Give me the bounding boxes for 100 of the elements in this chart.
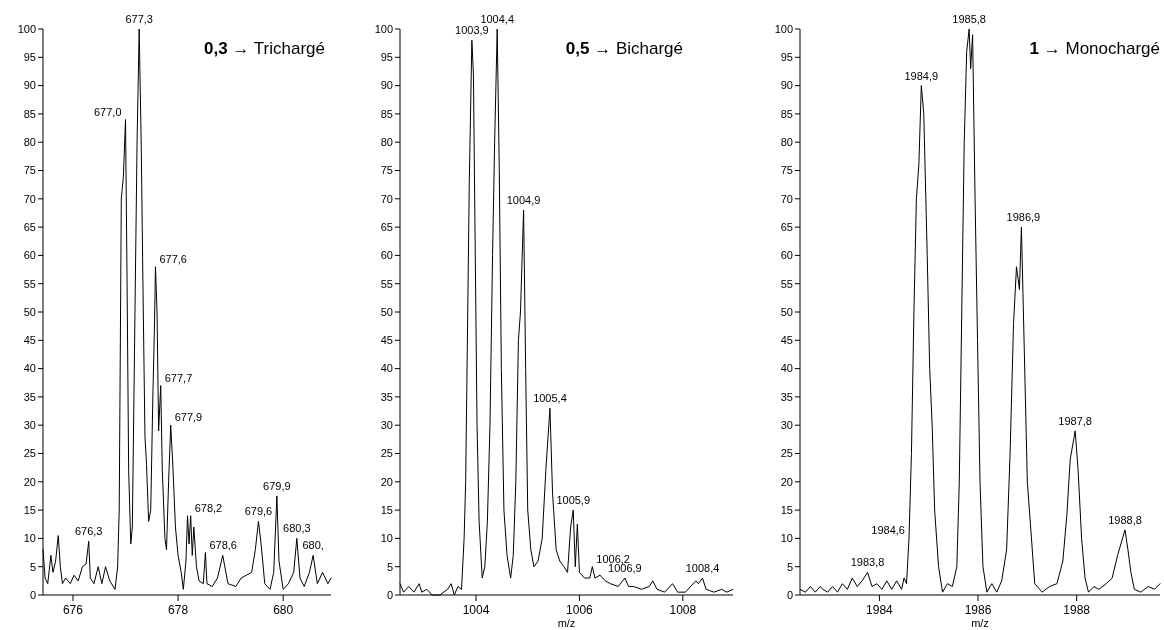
y-tick-label: 80 [23,136,36,149]
y-tick-label: 20 [780,475,793,488]
annotation: 1004,9 [506,194,541,207]
y-tick-label: 100 [374,22,393,35]
annotation: 1984,6 [871,524,905,537]
x-tick-label: 1986 [964,603,992,617]
annotation: 677,6 [159,252,187,265]
y-tick-label: 40 [380,362,393,375]
annotation: 1006,2 [596,552,631,565]
y-tick-label: 5 [29,560,36,573]
y-tick-label: 0 [386,588,393,601]
y-tick-label: 90 [380,79,393,92]
y-tick-label: 80 [380,136,393,149]
y-tick-label: 100 [17,22,36,35]
annotation: 1988,8 [1108,513,1142,526]
x-tick-label: 680 [273,603,294,617]
y-tick-label: 60 [23,249,36,262]
y-tick-label: 60 [380,249,393,262]
annotation: 677,0 [93,105,122,118]
x-axis-title: m/z [971,617,989,629]
y-tick-label: 55 [23,277,36,290]
y-tick-label: 65 [23,220,36,233]
y-tick-label: 20 [380,475,393,488]
annotation: 1005,9 [556,494,591,507]
y-tick-label: 25 [380,447,393,460]
annotation: 1984,9 [904,69,939,82]
y-tick-label: 90 [23,79,36,92]
y-tick-label: 10 [23,532,36,545]
x-tick-label: 1004 [462,603,490,617]
x-tick-label: 1006 [566,603,594,617]
annotation: 678,6 [209,538,237,551]
y-tick-label: 75 [780,164,793,177]
annotation: 677,7 [164,371,193,384]
y-tick-label: 70 [380,192,393,205]
y-tick-label: 65 [780,220,793,233]
y-tick-label: 75 [23,164,36,177]
x-axis-title: m/z [557,617,576,629]
annotation: 1008,4 [685,562,720,575]
y-tick-label: 5 [786,560,793,573]
y-tick-label: 10 [780,532,793,545]
y-tick-label: 95 [23,51,36,64]
y-tick-label: 35 [23,390,36,403]
y-tick-label: 45 [23,334,36,347]
y-tick-label: 25 [23,447,36,460]
y-tick-label: 50 [780,305,793,318]
y-tick-label: 55 [780,277,793,290]
y-tick-label: 85 [23,107,36,120]
y-tick-label: 85 [380,107,393,120]
text: 0,5 → Bichargé [565,39,683,58]
y-tick-label: 80 [780,136,793,149]
y-tick-label: 20 [23,475,36,488]
y-tick-label: 50 [380,305,393,318]
y-tick-label: 60 [780,249,793,262]
annotation: 676,3 [74,525,103,538]
annotation: 678,2 [194,501,223,514]
x-tick-label: 678 [168,603,189,617]
y-tick-label: 45 [780,334,793,347]
y-tick-label: 40 [23,362,36,375]
annotation: 1985,8 [952,13,986,25]
annotation: 677,3 [125,13,153,25]
y-tick-label: 15 [780,503,793,516]
annotation: 677,9 [174,411,203,424]
y-tick-label: 70 [23,192,36,205]
y-tick-label: 30 [780,419,793,432]
y-tick-label: 45 [380,334,393,347]
y-tick-label: 25 [780,447,793,460]
y-tick-label: 0 [29,588,36,601]
annotation: 1003,9 [455,24,489,37]
y-tick-label: 55 [380,277,393,290]
annotation: 680, [302,539,324,552]
y-tick-label: 95 [780,51,793,64]
x-tick-label: 676 [62,603,84,617]
y-tick-label: 65 [380,220,393,233]
annotation: 1987,8 [1058,414,1093,427]
annotation: 1005,4 [533,392,567,405]
text: 0,3 → Trichargé [204,39,325,58]
annotation: 1986,9 [1006,211,1041,224]
y-tick-label: 35 [780,390,793,403]
annotation: 679,9 [263,479,291,492]
y-tick-label: 10 [380,532,393,545]
y-tick-label: 30 [23,419,36,432]
annotation: 680,3 [283,522,311,535]
y-tick-label: 0 [786,588,793,601]
annotation: 1983,8 [850,556,885,569]
y-tick-label: 85 [780,107,793,120]
y-tick-label: 5 [386,560,393,573]
y-tick-label: 15 [23,503,36,516]
y-tick-label: 35 [380,390,393,403]
x-tick-label: 1984 [866,603,894,617]
annotation: 1004,4 [480,13,515,25]
y-tick-label: 15 [380,503,393,516]
y-tick-label: 75 [380,164,393,177]
y-tick-label: 40 [780,362,793,375]
y-tick-label: 95 [380,51,393,64]
y-tick-label: 70 [780,192,793,205]
y-tick-label: 100 [774,22,793,35]
y-tick-label: 50 [23,305,36,318]
x-tick-label: 1988 [1063,603,1091,617]
text: 1 → Monochargé [1029,39,1160,58]
line-series [42,28,332,590]
